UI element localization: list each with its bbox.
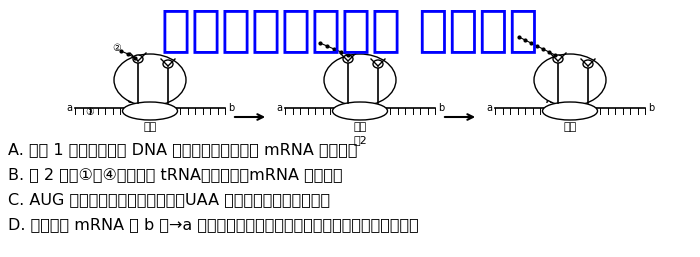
Text: D. 翻译是从 mRNA 的 b 端→a 端进行的，翻译过程需要酶的催化，是一个耗能过程: D. 翻译是从 mRNA 的 b 端→a 端进行的，翻译过程需要酶的催化，是一个… <box>8 217 419 232</box>
Text: 图2: 图2 <box>353 135 367 145</box>
Ellipse shape <box>122 102 178 120</box>
Ellipse shape <box>332 102 388 120</box>
Ellipse shape <box>534 54 606 106</box>
Text: 开始: 开始 <box>144 122 157 132</box>
Text: 延伸: 延伸 <box>354 122 367 132</box>
Ellipse shape <box>542 102 598 120</box>
Text: b: b <box>438 103 444 113</box>
Ellipse shape <box>553 55 563 63</box>
Text: AAU: AAU <box>546 95 564 105</box>
Ellipse shape <box>114 54 186 106</box>
Text: b: b <box>228 103 234 113</box>
Ellipse shape <box>583 60 593 68</box>
Text: ③: ③ <box>85 107 94 117</box>
Ellipse shape <box>343 55 353 63</box>
Ellipse shape <box>373 60 383 68</box>
Text: B. 图 2 中的①～④依次表示 tRNA、核糖体、mRNA 和多肽链: B. 图 2 中的①～④依次表示 tRNA、核糖体、mRNA 和多肽链 <box>8 167 342 182</box>
Text: 微信公众号关注： 趣找答案: 微信公众号关注： 趣找答案 <box>161 6 539 54</box>
Text: ②: ② <box>113 43 121 53</box>
Ellipse shape <box>324 54 396 106</box>
Text: b: b <box>648 103 654 113</box>
Ellipse shape <box>163 60 173 68</box>
Text: C. AUG 为启动子，可决定氨基酸，UAA 为终止子，不决定氨基酸: C. AUG 为启动子，可决定氨基酸，UAA 为终止子，不决定氨基酸 <box>8 192 330 207</box>
Ellipse shape <box>133 55 143 63</box>
Text: A. 由图 1 可知，基因的 DNA 分子并没有完全参与 mRNA 转录过程: A. 由图 1 可知，基因的 DNA 分子并没有完全参与 mRNA 转录过程 <box>8 142 358 157</box>
Text: 终止: 终止 <box>564 122 577 132</box>
Text: a: a <box>66 103 72 113</box>
Text: a: a <box>486 103 492 113</box>
Text: a: a <box>276 103 282 113</box>
Text: GUA: GUA <box>126 95 144 105</box>
